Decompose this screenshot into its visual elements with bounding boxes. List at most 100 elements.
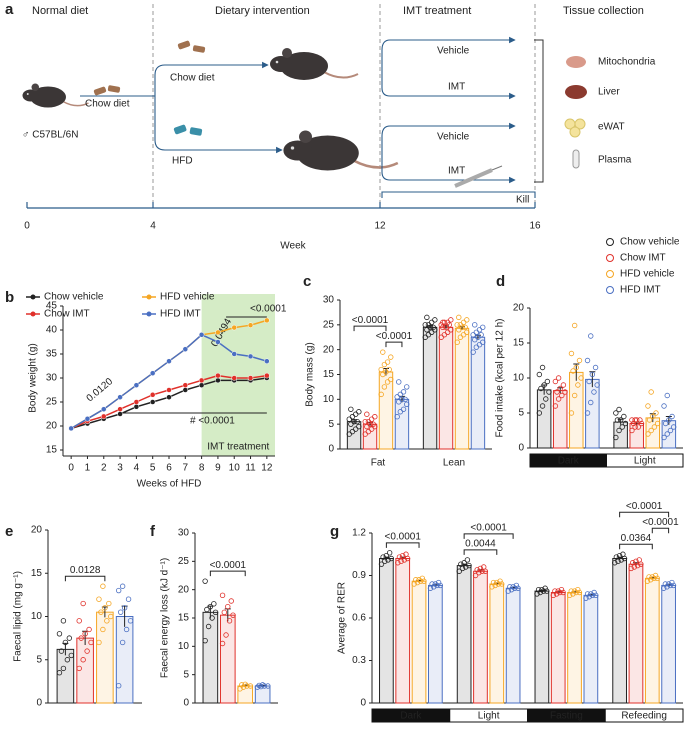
data-point [544,588,550,594]
data-point [414,579,421,586]
bar [473,570,488,704]
data-point [667,427,674,434]
data-point [494,579,500,586]
data-point [645,431,651,437]
data-point [648,427,654,434]
data-point [205,623,212,630]
data-point [575,586,581,593]
data-point [570,368,576,374]
data-point [219,592,226,599]
significance-bracket [651,527,670,534]
chow-pellet [177,40,191,50]
data-point [76,665,82,672]
data-point [622,420,629,427]
data-point [669,413,675,420]
data-point [616,552,623,559]
data-point [628,565,634,572]
data-point [570,591,576,597]
data-point [96,639,102,646]
phase-divider [152,4,536,205]
bar [661,584,676,704]
bar [567,592,582,704]
x-tick-label: Light [478,711,500,722]
data-point [470,332,476,338]
x-tick-label: 2 [101,463,107,474]
data-point [652,572,659,579]
data-point [378,366,384,373]
y-tick-label: 30 [46,373,58,384]
treatment-shade [201,294,275,456]
data-point [636,557,642,563]
bar [456,565,472,704]
bar [202,611,219,704]
data-point [254,684,261,690]
data-point [223,632,229,638]
data-point [464,329,470,335]
data-point [584,591,591,597]
data-point [454,339,460,345]
treatment-label: IMT [448,166,465,177]
data-point [460,319,467,326]
data-point [647,577,654,583]
y-tick-label: 0.9 [352,570,366,581]
data-point [586,594,592,600]
week-label: 16 [529,221,541,232]
data-point [620,551,626,557]
data-point [651,575,657,582]
bar [534,590,550,704]
data-point [348,406,354,412]
data-point [578,375,584,381]
data-point [559,392,565,399]
panel-label: f [150,523,156,540]
data-point [552,403,559,409]
tissue-label: Plasma [598,155,632,166]
data-point [458,561,464,567]
data-point [612,560,618,566]
data-point [88,639,94,646]
data-point [219,640,226,647]
data-point [464,557,471,563]
legend-label: Chow vehicle [620,237,680,248]
bar [644,577,660,704]
data-point [421,578,427,584]
p-value: <0.0001 [352,315,389,326]
data-point [264,372,270,379]
data-point [646,574,652,580]
panel-label: b [5,289,14,306]
data-point [537,589,543,596]
data-point [424,314,430,321]
data-point [474,567,480,573]
data-point [536,371,543,378]
data-point [215,329,221,336]
data-point [413,577,419,583]
data-point [56,670,63,676]
ewat-icon [574,118,586,130]
data-point [554,389,560,395]
data-point [481,564,487,570]
data-point [239,682,245,688]
branch [381,191,536,198]
data-point [544,378,551,385]
data-point [461,560,467,566]
data-point [115,587,122,594]
mouse-icon [282,129,400,172]
treatment-label: Vehicle [437,132,470,143]
data-point [651,424,658,430]
plasma-icon [572,149,580,169]
data-point [539,364,546,371]
data-point [538,385,544,392]
y-tick-label: 0.6 [352,613,366,624]
data-point [621,413,627,420]
data-point [123,626,130,633]
data-point [448,327,454,333]
data-point [515,585,521,591]
data-point [247,683,254,689]
data-point [115,683,122,689]
data-point [562,389,568,395]
data-point [588,399,594,406]
data-point [198,382,205,388]
data-point [616,406,622,413]
data-point [117,609,124,615]
tissue-label: Mitochondria [598,57,656,68]
data-point [662,581,669,587]
